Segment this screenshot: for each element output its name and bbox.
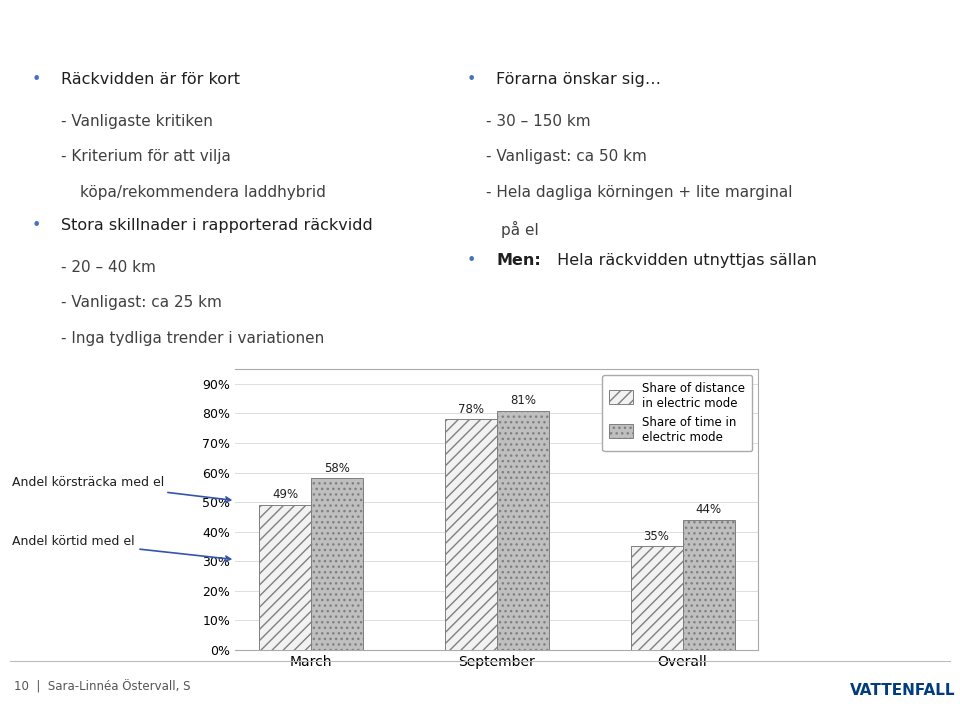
Text: - Vanligast: ca 25 km: - Vanligast: ca 25 km	[61, 295, 223, 310]
Text: Förarna önskar sig…: Förarna önskar sig…	[496, 72, 661, 87]
Text: •: •	[32, 72, 41, 87]
Text: Andel körsträcka med el: Andel körsträcka med el	[12, 476, 230, 502]
Text: Andel körtid med el: Andel körtid med el	[12, 535, 230, 561]
Text: på el: på el	[501, 221, 539, 238]
Bar	[311, 479, 363, 650]
Text: •: •	[32, 217, 41, 233]
Bar	[259, 505, 311, 650]
Text: Hela räckvidden utnyttjas sällan: Hela räckvidden utnyttjas sällan	[552, 253, 817, 268]
Legend: Share of distance
in electric mode, Share of time in
electric mode: Share of distance in electric mode, Shar…	[602, 375, 753, 451]
Text: 35%: 35%	[643, 530, 669, 542]
Text: - Vanligaste kritiken: - Vanligaste kritiken	[61, 114, 213, 129]
Text: VATTENFALL: VATTENFALL	[850, 683, 955, 698]
Bar	[631, 546, 683, 650]
Text: Räckvidden är för kort: Räckvidden är för kort	[61, 72, 240, 87]
Text: 81%: 81%	[510, 394, 536, 407]
Bar	[683, 520, 734, 650]
Text: köpa/rekommendera laddhybrid: köpa/rekommendera laddhybrid	[81, 185, 326, 200]
Text: •: •	[467, 253, 475, 268]
Bar	[444, 420, 497, 650]
Text: •: •	[467, 72, 475, 87]
Text: Räckvidd på el: Räckvidd på el	[21, 21, 239, 51]
Text: - 30 – 150 km: - 30 – 150 km	[486, 114, 590, 129]
Text: Men:: Men:	[496, 253, 540, 268]
Text: 78%: 78%	[458, 403, 484, 416]
Bar	[497, 410, 549, 650]
Text: 10  |  Sara-Linnéa Östervall, S: 10 | Sara-Linnéa Östervall, S	[14, 680, 191, 694]
Text: 49%: 49%	[272, 488, 298, 501]
Text: 44%: 44%	[696, 503, 722, 516]
Text: Stora skillnader i rapporterad räckvidd: Stora skillnader i rapporterad räckvidd	[61, 217, 373, 233]
Text: - Hela dagliga körningen + lite marginal: - Hela dagliga körningen + lite marginal	[486, 185, 793, 200]
Text: - 20 – 40 km: - 20 – 40 km	[61, 259, 156, 275]
Text: - Kriterium för att vilja: - Kriterium för att vilja	[61, 149, 231, 164]
Text: - Inga tydliga trender i variationen: - Inga tydliga trender i variationen	[61, 331, 324, 346]
Text: - Vanligast: ca 50 km: - Vanligast: ca 50 km	[486, 149, 647, 164]
Text: 58%: 58%	[324, 462, 350, 475]
